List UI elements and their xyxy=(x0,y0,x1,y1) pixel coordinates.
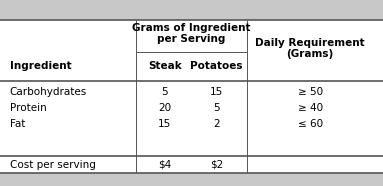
Text: Daily Requirement
(Grams): Daily Requirement (Grams) xyxy=(255,38,365,59)
Text: Grams of Ingredient
per Serving: Grams of Ingredient per Serving xyxy=(132,23,251,44)
Bar xyxy=(0,173,383,186)
Text: $2: $2 xyxy=(210,160,223,170)
Text: 5: 5 xyxy=(161,87,168,97)
Text: $4: $4 xyxy=(158,160,171,170)
Text: 15: 15 xyxy=(158,119,171,129)
Text: 2: 2 xyxy=(213,119,220,129)
Text: Protein: Protein xyxy=(10,103,46,113)
Text: Steak: Steak xyxy=(148,61,182,71)
Text: 5: 5 xyxy=(213,103,220,113)
Text: ≤ 60: ≤ 60 xyxy=(298,119,323,129)
Text: 15: 15 xyxy=(210,87,223,97)
Text: Ingredient: Ingredient xyxy=(10,61,71,71)
Bar xyxy=(0,20,383,173)
Text: Cost per serving: Cost per serving xyxy=(10,160,95,170)
Text: ≥ 40: ≥ 40 xyxy=(298,103,323,113)
Text: Carbohydrates: Carbohydrates xyxy=(10,87,87,97)
Text: ≥ 50: ≥ 50 xyxy=(298,87,323,97)
Text: Fat: Fat xyxy=(10,119,25,129)
Bar xyxy=(0,0,383,20)
Text: Potatoes: Potatoes xyxy=(190,61,243,71)
Text: 20: 20 xyxy=(158,103,171,113)
